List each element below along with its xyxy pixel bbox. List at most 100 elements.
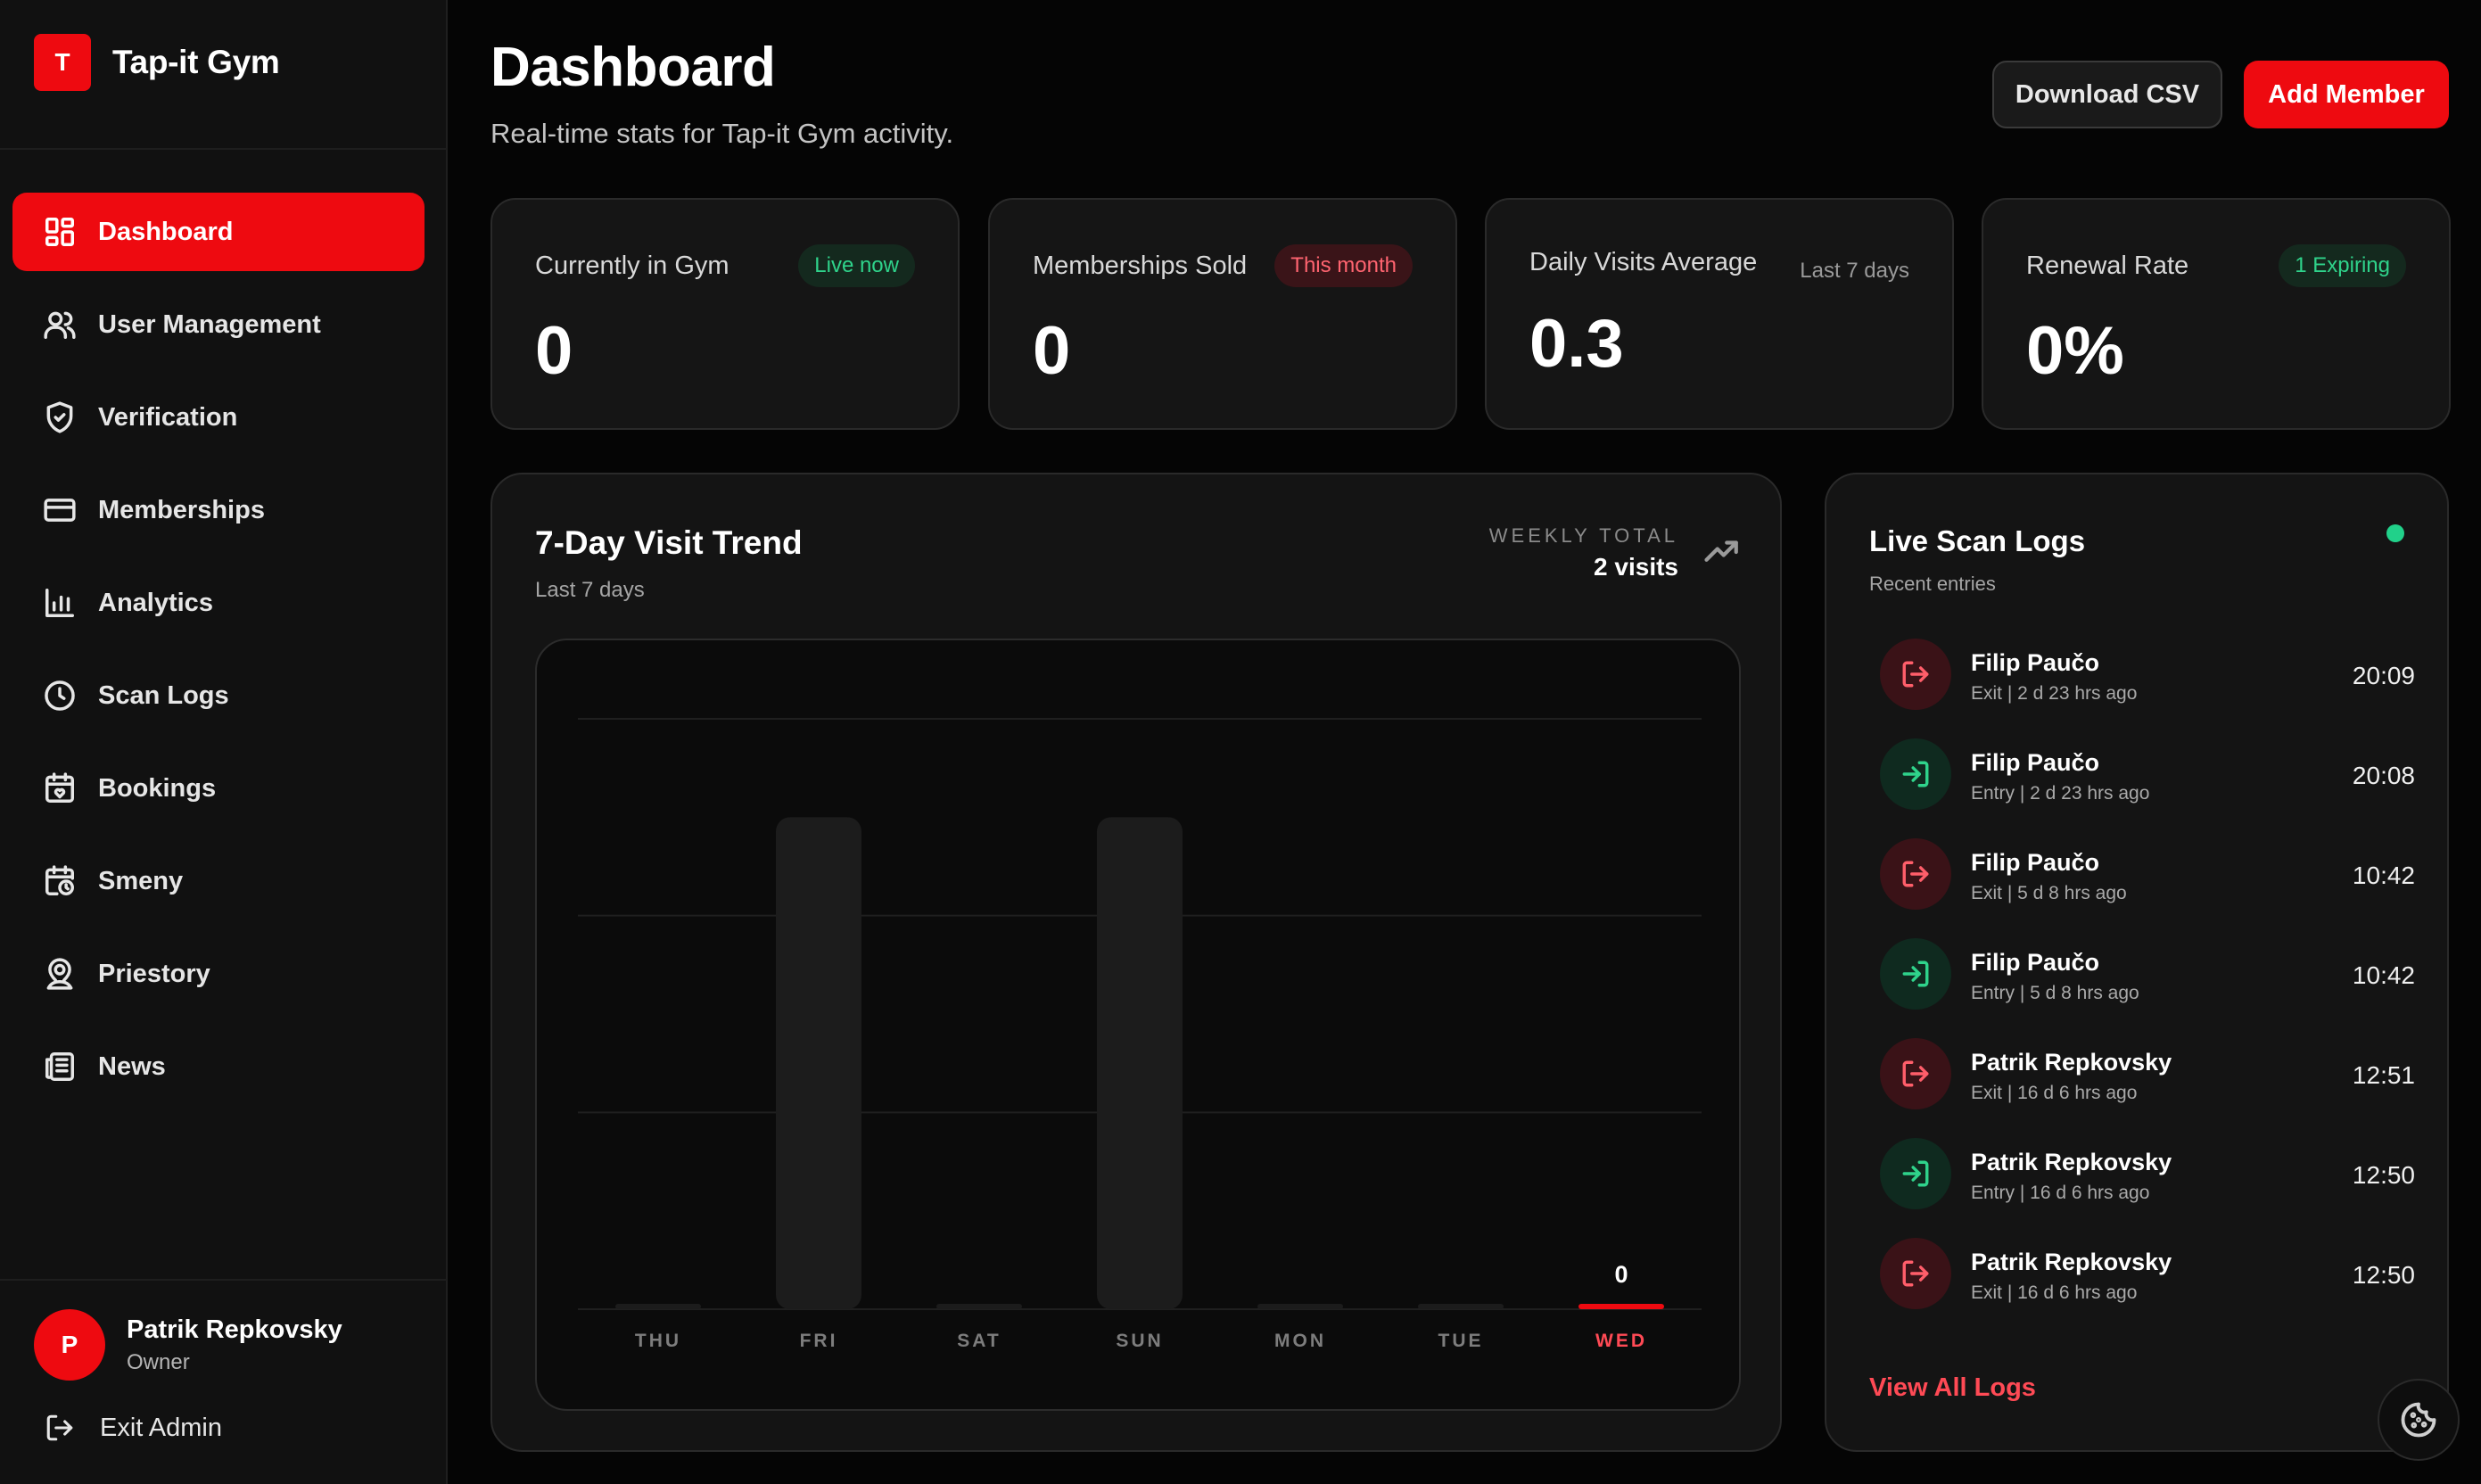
weekly-total-label: WEEKLY TOTAL [1488,524,1678,547]
log-entry[interactable]: Filip Paučo Entry | 5 d 8 hrs ago 10:42 [1880,926,2415,1026]
sidebar-item-label: Bookings [98,773,217,803]
x-tick-label: MON [1274,1331,1326,1351]
calendar-heart-icon [43,771,77,805]
credit-card-icon [43,493,77,527]
log-entry[interactable]: Patrik Repkovsky Entry | 16 d 6 hrs ago 12… [1880,1125,2415,1225]
add-member-button[interactable]: Add Member [2244,61,2449,128]
log-entry[interactable]: Filip Paučo Exit | 2 d 23 hrs ago 20:09 [1880,626,2415,726]
live-scan-logs-panel: Live Scan Logs Recent entries Filip Pauč… [1825,473,2449,1452]
users-icon [43,308,77,342]
sidebar-item-label: News [98,1051,166,1081]
status-badge: 1 Expiring [2279,244,2406,287]
stat-label: Memberships Sold [1033,251,1248,280]
visit-trend-panel: 7-Day Visit Trend Last 7 days WEEKLY TOT… [490,473,1782,1452]
x-tick-label: TUE [1438,1331,1484,1351]
sidebar-item-priestory[interactable]: Priestory [12,935,424,1013]
trending-up-icon [1703,533,1741,571]
sidebar-item-dashboard[interactable]: Dashboard [12,193,424,271]
logout-icon [1880,1038,1951,1109]
weekly-total-value: 2 visits [1594,553,1678,581]
live-status-dot [2386,524,2404,542]
logs-subtitle: Recent entries [1869,573,1996,595]
log-meta: Exit | 5 d 8 hrs ago [1971,883,2127,903]
log-time: 10:42 [2352,862,2415,889]
log-meta: Entry | 5 d 8 hrs ago [1971,983,2139,1003]
logout-icon [1880,838,1951,910]
log-list[interactable]: Filip Paučo Exit | 2 d 23 hrs ago 20:09 Fil… [1880,626,2415,1341]
sidebar-item-news[interactable]: News [12,1027,424,1106]
log-name: Patrik Repkovsky [1971,1149,2172,1175]
log-name: Filip Paučo [1971,949,2100,976]
user-name: Patrik Repkovsky [127,1315,342,1344]
log-entry[interactable]: Patrik Repkovsky Exit | 16 d 6 hrs ago 12:… [1880,1026,2415,1125]
x-tick-label: SAT [957,1331,1001,1351]
bar-chart-icon [43,586,77,620]
sidebar-item-label: Verification [98,402,238,432]
status-badge: Live now [798,244,915,287]
log-time: 20:08 [2352,762,2415,789]
log-name: Filip Paučo [1971,749,2100,776]
sidebar-item-smeny[interactable]: Smeny [12,842,424,920]
sidebar-item-label: Memberships [98,495,265,524]
clock-icon [43,679,77,713]
user-profile[interactable]: P Patrik Repkovsky Owner [34,1309,342,1381]
sidebar-item-bookings[interactable]: Bookings [12,749,424,828]
log-time: 12:50 [2352,1261,2415,1289]
logout-icon [1880,639,1951,710]
cookie-settings-button[interactable] [2378,1379,2460,1461]
sidebar-nav: Dashboard User Management Verification M… [12,193,424,1120]
log-name: Filip Paučo [1971,849,2100,876]
sidebar-item-analytics[interactable]: Analytics [12,564,424,642]
user-role: Owner [127,1349,190,1374]
dashboard-icon [43,215,77,249]
bar-thu [615,1304,701,1309]
data-label: 0 [1614,1261,1628,1288]
sidebar-item-memberships[interactable]: Memberships [12,471,424,549]
visit-trend-chart-svg: THU FRI SAT SUN MON TUE WED 0 [578,718,1702,1351]
sidebar-item-label: Scan Logs [98,680,229,710]
sidebar-item-scan-logs[interactable]: Scan Logs [12,656,424,735]
stat-value: 0% [2026,313,2124,389]
bar-tue [1418,1304,1504,1309]
visit-trend-chart: THU FRI SAT SUN MON TUE WED 0 [535,639,1741,1411]
bar-wed [1578,1304,1664,1309]
log-entry[interactable]: Filip Paučo Exit | 5 d 8 hrs ago 10:42 [1880,826,2415,926]
log-name: Patrik Repkovsky [1971,1249,2172,1275]
page-subtitle: Real-time stats for Tap-it Gym activity. [490,118,954,149]
logout-icon [46,1414,73,1441]
log-entry[interactable]: Patrik Repkovsky Exit | 16 d 6 hrs ago 12:… [1880,1225,2415,1325]
sidebar-item-label: Priestory [98,959,210,988]
calendar-clock-icon [43,864,77,898]
bar-mon [1257,1304,1343,1309]
brand-name: Tap-it Gym [112,44,280,80]
stat-label: Renewal Rate [2026,251,2189,280]
bar-fri [776,817,861,1309]
download-csv-button[interactable]: Download CSV [1992,61,2222,128]
status-badge: This month [1274,244,1413,287]
log-meta: Entry | 16 d 6 hrs ago [1971,1183,2150,1203]
log-time: 20:09 [2352,662,2415,689]
log-name: Patrik Repkovsky [1971,1049,2172,1076]
log-meta: Exit | 16 d 6 hrs ago [1971,1083,2138,1103]
sidebar: T Tap-it Gym Dashboard User Management V… [0,0,448,1484]
stat-card-renewal-rate: Renewal Rate 1 Expiring 0% [1982,198,2451,430]
avatar: P [34,1309,105,1381]
stat-card-memberships-sold: Memberships Sold This month 0 [988,198,1457,430]
exit-admin-label: Exit Admin [100,1413,222,1442]
log-name: Filip Paučo [1971,649,2100,676]
brand-logo: T [34,34,91,91]
log-entry[interactable]: Filip Paučo Entry | 2 d 23 hrs ago 20:08 [1880,726,2415,826]
brand[interactable]: T Tap-it Gym [34,34,280,91]
login-icon [1880,738,1951,810]
sidebar-item-verification[interactable]: Verification [12,378,424,457]
sidebar-item-label: Smeny [98,866,184,895]
bar-sat [936,1304,1022,1309]
view-all-logs-link[interactable]: View All Logs [1869,1373,2036,1402]
cookie-icon [2401,1402,2436,1438]
log-time: 12:51 [2352,1061,2415,1089]
sidebar-item-user-management[interactable]: User Management [12,285,424,364]
x-tick-label: SUN [1116,1331,1163,1351]
exit-admin-button[interactable]: Exit Admin [45,1413,222,1443]
stat-label: Currently in Gym [535,251,729,280]
x-tick-label: THU [635,1331,681,1351]
